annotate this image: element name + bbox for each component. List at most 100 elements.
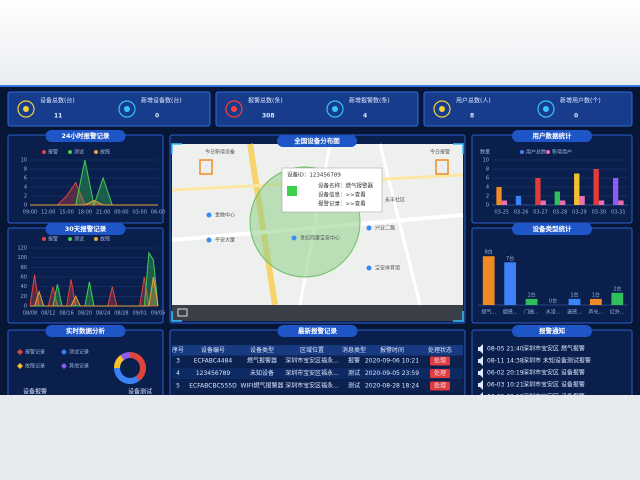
- panel-title-bg: [512, 325, 592, 337]
- stat-panel: [215, 91, 419, 127]
- table-header: 区域位置: [300, 346, 324, 354]
- notice-text: 深圳市宝安区 设备报警: [523, 369, 585, 377]
- notice-time: 08-11 14:38: [487, 358, 524, 365]
- speaker-icon: [478, 380, 483, 390]
- legend-label: 用户总数: [526, 149, 546, 156]
- table-cell: 2020-09-05 23:59: [365, 370, 419, 377]
- legend-swatch: [546, 150, 550, 154]
- bar: [496, 187, 502, 205]
- map-place: 世纪商厦宝安中心: [300, 235, 340, 242]
- table-cell: 深圳市宝安区福永...: [285, 369, 339, 377]
- table-cell: 处理: [434, 357, 446, 365]
- legend-swatch: [17, 349, 23, 355]
- notice-text: 深圳市宝安区 燃气报警: [523, 345, 585, 353]
- bar: [535, 178, 541, 205]
- bar: [589, 298, 602, 305]
- table-cell: 深圳市宝安区福永...: [285, 382, 339, 390]
- stat-icon-dot: [231, 106, 237, 112]
- x-tick-label: 15:00: [59, 210, 73, 216]
- corner-bracket: [171, 311, 182, 322]
- y-axis-label: 数量: [480, 149, 490, 156]
- x-tick-label: 03-26: [514, 210, 529, 216]
- stat-icon-dot: [543, 106, 549, 112]
- x-tick-label: 温感...: [567, 309, 582, 316]
- x-tick-label: 00:00: [114, 210, 128, 216]
- bar: [540, 200, 546, 205]
- pie-slice: [114, 355, 125, 368]
- legend-label: 报警记录: [25, 349, 45, 356]
- table-header: 设备编号: [201, 346, 225, 354]
- bar: [504, 262, 517, 305]
- stat-label: 新增报警数(条): [349, 97, 390, 105]
- y-tick-label: 10: [21, 158, 27, 164]
- status-button: [430, 381, 450, 391]
- legend-label: 其他记录: [69, 363, 89, 370]
- x-tick-label: 03-28: [553, 210, 568, 216]
- pie-slice: [114, 368, 140, 384]
- x-tick-label: 08/24: [96, 311, 110, 317]
- stat-icon: [17, 100, 35, 118]
- map-road: [378, 143, 422, 306]
- legend-swatch: [42, 150, 46, 154]
- panel-title-bg: [512, 130, 592, 142]
- y-tick-label: 100: [17, 255, 27, 261]
- top-edge: [0, 85, 640, 87]
- x-tick-label: 12:00: [41, 210, 55, 216]
- map-pin: [291, 235, 297, 241]
- bar: [554, 191, 560, 205]
- legend-label: 故障: [100, 149, 110, 156]
- table-row-bg: [172, 380, 463, 392]
- value-label: 0台: [549, 298, 557, 305]
- status-button: [430, 356, 450, 366]
- stat-icon-dot: [23, 106, 29, 112]
- legend-swatch: [17, 363, 23, 369]
- map-title-bg: [277, 135, 357, 147]
- x-tick-label: 03-27: [533, 210, 548, 216]
- popup-info: 设备信息：>>查看: [318, 191, 366, 199]
- legend-label: 报警: [48, 149, 58, 156]
- table-row-bg: [172, 368, 463, 379]
- x-tick-label: 红外...: [610, 309, 625, 316]
- y-tick-label: 4: [24, 185, 27, 191]
- x-tick-label: 21:00: [96, 210, 110, 216]
- speaker-icon: [478, 368, 483, 378]
- today-alarm-label: 今日报警: [430, 149, 450, 156]
- table-cell: 处理: [434, 369, 446, 377]
- x-tick-label: 门磁...: [524, 309, 539, 316]
- x-tick-label: 烟感...: [503, 309, 518, 316]
- stat-icon: [326, 100, 344, 118]
- y-tick-label: 0: [24, 203, 27, 209]
- y-tick-label: 60: [21, 275, 27, 281]
- y-tick-label: 8: [486, 167, 489, 173]
- top-background: [0, 0, 640, 85]
- legend-label: 测试记录: [69, 349, 89, 356]
- today-new-value: 0: [204, 164, 208, 171]
- legend-label: 故障记录: [25, 363, 45, 370]
- today-new-label: 今日新增设备: [205, 149, 235, 156]
- corner-bracket: [171, 143, 182, 154]
- stat-icon: [537, 100, 555, 118]
- table-header: 报警时间: [380, 346, 404, 354]
- panel-title-bg: [45, 130, 126, 142]
- legend-swatch: [94, 150, 98, 154]
- area-fill: [30, 274, 158, 306]
- notice-time: 08-05 21:40: [487, 346, 524, 353]
- x-tick-label: 03:00: [133, 210, 147, 216]
- today-new-box: [199, 159, 213, 175]
- stat-label: 用户总数(人): [456, 97, 491, 105]
- x-tick-label: 声光...: [588, 309, 603, 316]
- table-cell: 深圳市宝安区福永...: [285, 357, 339, 365]
- bar: [501, 200, 508, 205]
- y-tick-label: 40: [21, 284, 27, 290]
- stat-icon: [433, 100, 451, 118]
- map-title: 全国设备分布图: [293, 136, 340, 145]
- x-tick-label: 03-25: [494, 210, 509, 216]
- table-header-bg: [172, 345, 463, 356]
- y-tick-label: 6: [486, 176, 489, 182]
- bar: [482, 256, 495, 305]
- table-cell: 处理: [434, 382, 446, 390]
- bar: [611, 292, 624, 305]
- speaker-icon: [478, 344, 483, 354]
- panel-title-bg: [45, 223, 126, 235]
